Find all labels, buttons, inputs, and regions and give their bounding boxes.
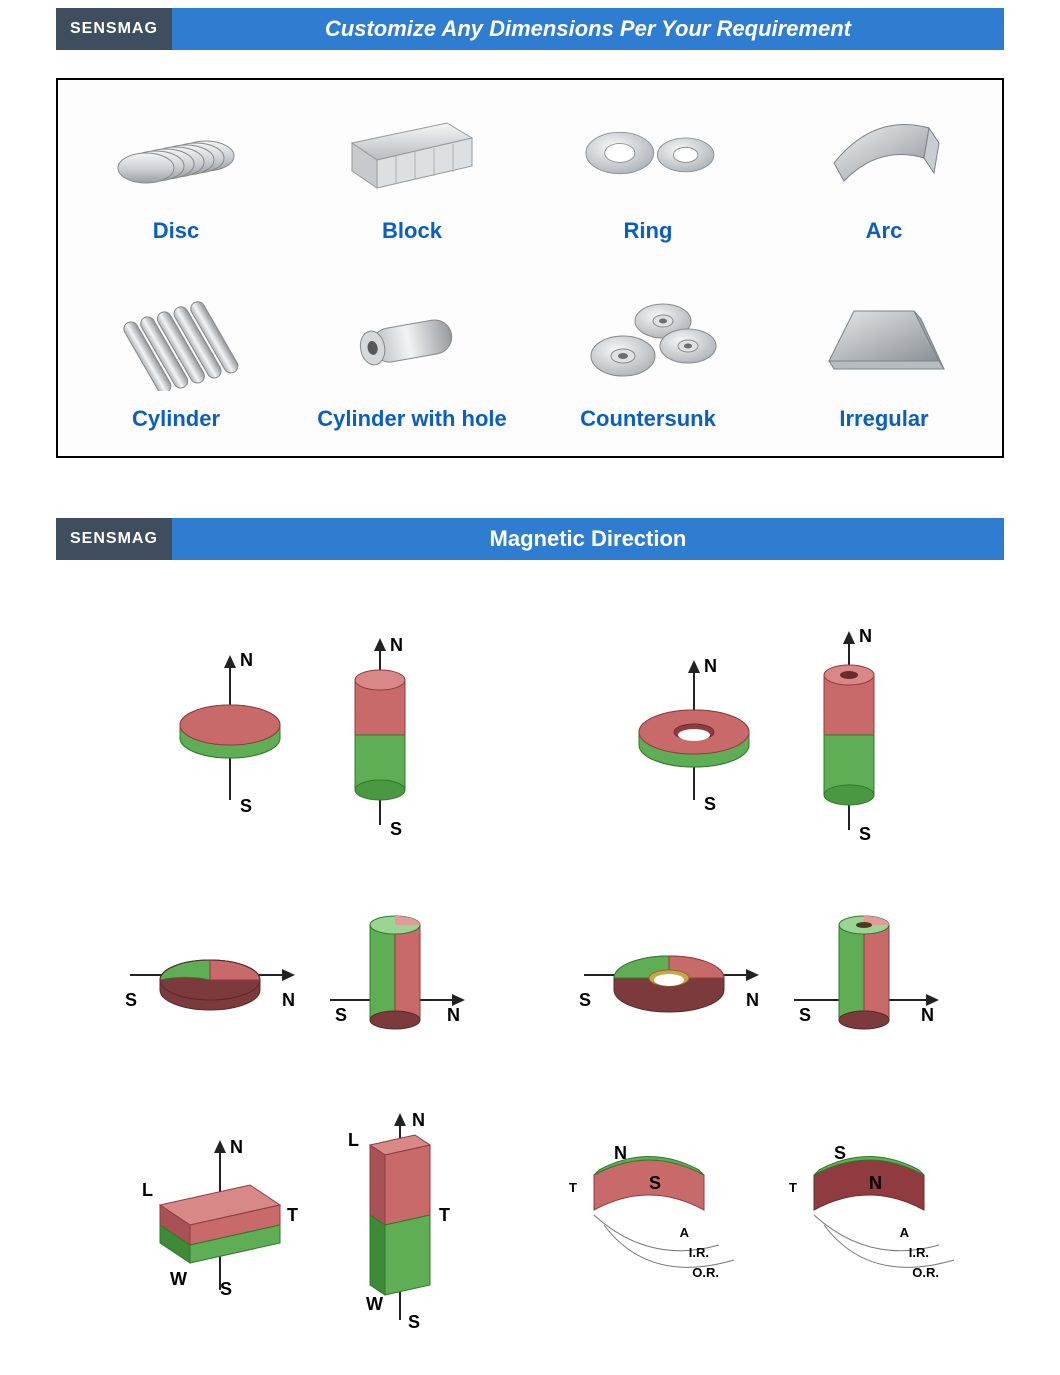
label-n: N	[447, 1005, 460, 1026]
direction-grid: N S N S	[56, 590, 1004, 1335]
label-n: N	[614, 1143, 627, 1164]
dir-row3-right: N S T A I.R. O.R. S N T	[554, 1110, 964, 1335]
dir-arc-ns: N S T A I.R. O.R.	[554, 1125, 744, 1320]
label-s: S	[799, 1005, 811, 1026]
header-title-1: Customize Any Dimensions Per Your Requir…	[172, 8, 1004, 50]
label-s: S	[220, 1279, 232, 1300]
shape-label-disc: Disc	[153, 218, 199, 244]
dir-tube-dia: S N	[789, 905, 939, 1050]
shape-image-irregular	[804, 286, 964, 396]
label-or: O.R.	[912, 1265, 939, 1280]
shape-cell-cylinder-hole: Cylinder with hole	[294, 268, 530, 456]
label-t: T	[789, 1180, 797, 1195]
dir-ring-dia: S N	[579, 920, 759, 1035]
shape-cell-cylinder: Cylinder	[58, 268, 294, 456]
shapes-panel: Disc	[56, 78, 1004, 458]
label-s: S	[335, 1005, 347, 1026]
dir-disc-axial: N S	[160, 650, 300, 825]
header-title-2: Magnetic Direction	[172, 518, 1004, 560]
label-n: N	[240, 650, 253, 671]
shape-label-ring: Ring	[624, 218, 673, 244]
dir-block-tall: N S L W T	[330, 1110, 460, 1335]
header-direction: SENSMAG Magnetic Direction	[56, 518, 1004, 560]
brand-chip-2: SENSMAG	[56, 518, 172, 560]
shape-cell-arc: Arc	[766, 80, 1002, 268]
dir-arc-sn: S N T A I.R. O.R.	[774, 1125, 964, 1320]
label-s: S	[390, 819, 402, 840]
shape-image-cylinder-hole	[332, 286, 492, 396]
label-n: N	[859, 626, 872, 647]
label-n: N	[921, 1005, 934, 1026]
shape-image-arc	[804, 98, 964, 208]
label-a: A	[900, 1225, 909, 1240]
label-s: S	[125, 990, 137, 1011]
shape-image-disc	[96, 98, 256, 208]
label-s: S	[649, 1173, 661, 1194]
label-t: T	[287, 1205, 298, 1226]
label-s: S	[834, 1143, 846, 1164]
label-s: S	[240, 796, 252, 817]
shape-cell-disc: Disc	[58, 80, 294, 268]
dir-row1-left: N S N S	[96, 630, 494, 845]
label-l: L	[348, 1130, 359, 1151]
dir-block-thick: N S L W T	[130, 1135, 300, 1310]
label-s: S	[859, 824, 871, 845]
label-n: N	[746, 990, 759, 1011]
shape-cell-ring: Ring	[530, 80, 766, 268]
shape-label-cylinder-hole: Cylinder with hole	[317, 406, 506, 432]
shape-cell-irregular: Irregular	[766, 268, 1002, 456]
dir-cyl-axial: N S	[330, 635, 430, 840]
label-w: W	[170, 1269, 187, 1290]
label-s: S	[704, 794, 716, 815]
label-s: S	[579, 990, 591, 1011]
label-n: N	[390, 635, 403, 656]
label-t: T	[439, 1205, 450, 1226]
brand-chip: SENSMAG	[56, 8, 172, 50]
dir-row2-left: S N S N	[96, 905, 494, 1050]
shape-label-irregular: Irregular	[839, 406, 928, 432]
label-n: N	[412, 1110, 425, 1131]
label-or: O.R.	[692, 1265, 719, 1280]
dir-row2-right: S N S N	[554, 905, 964, 1050]
label-w: W	[366, 1294, 383, 1315]
dir-ring-axial: N S	[619, 650, 769, 825]
label-a: A	[680, 1225, 689, 1240]
shape-cell-block: Block	[294, 80, 530, 268]
shape-label-cylinder: Cylinder	[132, 406, 220, 432]
label-l: L	[142, 1180, 153, 1201]
label-ir: I.R.	[689, 1245, 709, 1260]
label-ir: I.R.	[909, 1245, 929, 1260]
shape-label-countersunk: Countersunk	[580, 406, 716, 432]
shape-cell-countersunk: Countersunk	[530, 268, 766, 456]
dir-tube-axial: N S	[799, 630, 899, 845]
header-customize: SENSMAG Customize Any Dimensions Per You…	[56, 8, 1004, 50]
dir-cyl-dia: S N	[325, 905, 465, 1050]
label-n: N	[282, 990, 295, 1011]
shape-image-block	[332, 98, 492, 208]
label-n: N	[869, 1173, 882, 1194]
shape-label-arc: Arc	[866, 218, 903, 244]
label-n: N	[230, 1137, 243, 1158]
shape-label-block: Block	[382, 218, 442, 244]
shape-image-cylinder	[96, 286, 256, 396]
label-s: S	[408, 1312, 420, 1333]
label-n: N	[704, 656, 717, 677]
dir-row3-left: N S L W T N	[96, 1110, 494, 1335]
dir-disc-dia: S N	[125, 920, 295, 1035]
dir-row1-right: N S N S	[554, 630, 964, 845]
shape-image-countersunk	[568, 286, 728, 396]
shape-image-ring	[568, 98, 728, 208]
label-t: T	[569, 1180, 577, 1195]
